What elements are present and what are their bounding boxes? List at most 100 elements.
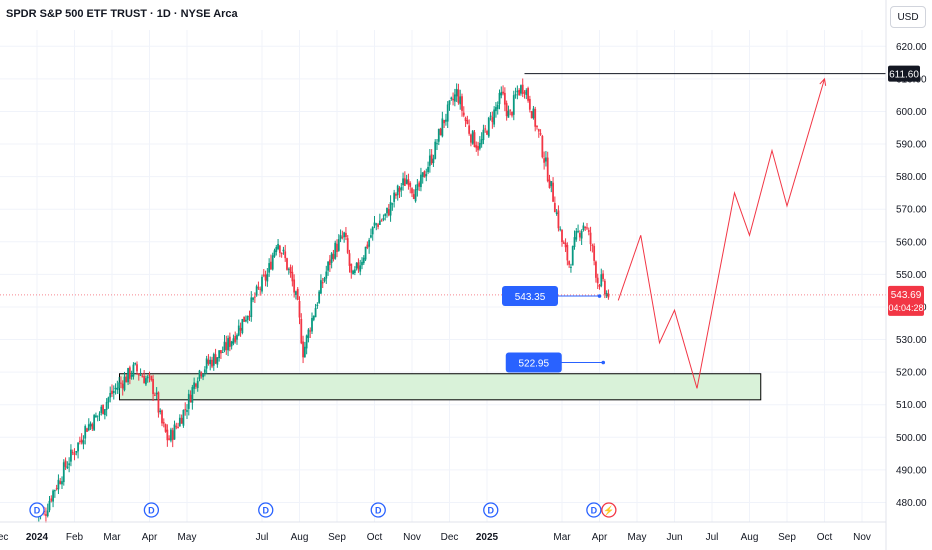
candle-body <box>378 220 381 225</box>
candle-body <box>220 350 222 354</box>
candle-body <box>287 268 290 270</box>
candlestick-series[interactable] <box>36 78 610 523</box>
candle-body <box>432 158 435 164</box>
candle-body <box>166 429 169 441</box>
candle-body <box>45 514 47 516</box>
candle-body <box>137 373 140 376</box>
price-tag[interactable]: 522.95 <box>505 352 606 373</box>
dividend-marker[interactable]: D <box>483 502 499 518</box>
dividend-marker[interactable]: D <box>143 502 160 518</box>
dividend-marker[interactable]: D <box>258 502 274 518</box>
candle-body <box>443 119 446 124</box>
candle-body <box>553 203 556 213</box>
candle-body <box>225 342 228 350</box>
candle-body <box>186 410 188 412</box>
time-axis-tick-label: May <box>178 532 197 543</box>
candle-body <box>591 244 594 246</box>
candle-body <box>170 429 172 441</box>
candle-body <box>66 466 69 469</box>
candle-body <box>121 383 124 389</box>
candle-body <box>400 187 403 191</box>
price-tag-label: 522.95 <box>518 359 549 370</box>
candle-body <box>512 95 515 115</box>
candle-body <box>153 394 156 396</box>
candle-body <box>411 188 413 194</box>
candle-body <box>55 488 58 490</box>
candle-body <box>236 335 238 340</box>
candle-body <box>418 182 421 187</box>
candle-body <box>162 422 165 424</box>
dividend-marker[interactable]: D <box>586 502 602 518</box>
price-axis-tick-label: 590.00 <box>896 140 927 151</box>
candle-body <box>96 415 99 417</box>
candle-body <box>352 270 354 275</box>
candle-body <box>134 363 137 365</box>
candle-body <box>518 89 521 96</box>
projection-path[interactable] <box>617 78 825 389</box>
candle-body <box>73 453 76 455</box>
price-tag-box <box>505 352 562 373</box>
candle-body <box>450 97 453 100</box>
candle-body <box>587 230 590 233</box>
candle-body <box>570 266 572 268</box>
dividend-marker[interactable]: D <box>29 502 45 518</box>
earnings-marker[interactable]: ⚡ <box>601 502 617 518</box>
candle-body <box>359 265 362 272</box>
candle-body <box>586 227 588 229</box>
candle-body <box>562 242 565 244</box>
candle-body <box>286 258 288 270</box>
candle-body <box>150 376 153 381</box>
candle-body <box>455 88 458 97</box>
candle-body <box>273 250 276 257</box>
candle-body <box>182 409 185 426</box>
candle-body <box>195 383 197 387</box>
candle-body <box>48 500 51 511</box>
candle-body <box>459 96 462 105</box>
candle-body <box>498 92 501 105</box>
candle-body <box>264 274 267 281</box>
candle-body <box>366 244 369 248</box>
candle-body <box>291 271 294 282</box>
candle-body <box>391 203 394 205</box>
candle-body <box>478 143 481 149</box>
candle-body <box>568 261 571 265</box>
candle-body <box>216 357 219 365</box>
candle-body <box>52 490 54 502</box>
dividend-marker[interactable]: D <box>370 502 386 518</box>
candle-body <box>446 104 449 122</box>
candle-body <box>448 100 451 105</box>
candle-body <box>282 249 285 252</box>
plot-background <box>0 30 886 522</box>
price-tag[interactable]: 543.35 <box>502 286 602 307</box>
candle-body <box>118 382 121 389</box>
candle-body <box>353 269 356 273</box>
candle-body <box>386 207 388 214</box>
candle-body <box>471 130 474 144</box>
price-axis-tick-label: 580.00 <box>896 172 927 183</box>
marker-circle <box>483 502 499 518</box>
candle-body <box>280 252 283 254</box>
candle-body <box>600 274 603 286</box>
time-axis-tick-label: Oct <box>817 532 833 543</box>
candle-body <box>505 103 508 117</box>
candle-body <box>495 107 497 112</box>
candle-body <box>136 364 138 372</box>
marker-circle <box>258 502 274 518</box>
marker-glyph: D <box>591 506 598 516</box>
marker-glyph: D <box>34 506 41 516</box>
candle-body <box>345 232 347 238</box>
support-zone-rectangle[interactable] <box>119 373 762 401</box>
marker-glyph: ⚡ <box>603 505 614 517</box>
candle-body <box>327 261 329 271</box>
candle-body <box>257 287 260 289</box>
time-axis-tick-label: Mar <box>553 532 571 543</box>
candle-body <box>484 128 487 130</box>
currency-button[interactable]: USD <box>890 6 926 28</box>
candle-body <box>552 182 554 202</box>
candle-body <box>375 223 378 225</box>
candle-body <box>350 263 353 273</box>
time-axis-tick-label: 2025 <box>476 532 499 543</box>
candle-body <box>293 279 296 293</box>
